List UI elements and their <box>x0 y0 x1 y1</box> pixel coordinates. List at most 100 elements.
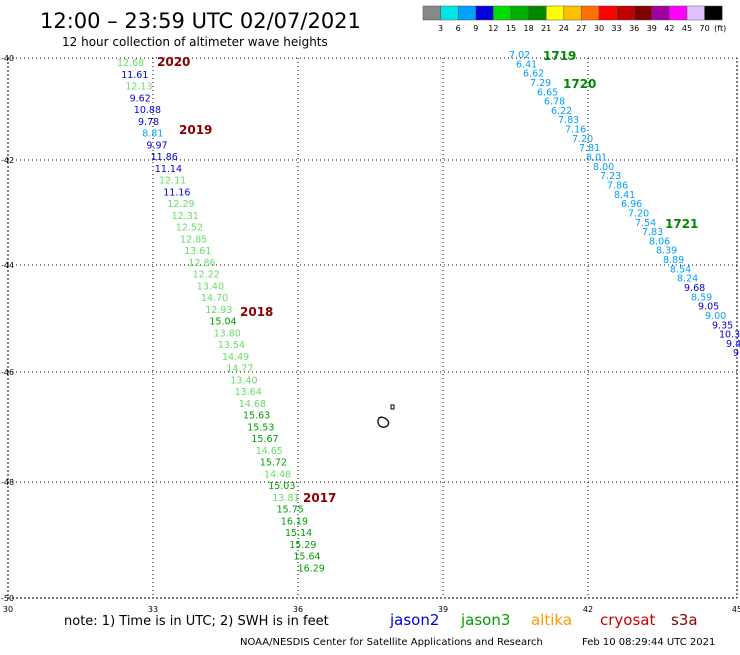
swh-value: 15.67 <box>251 434 278 445</box>
swh-value: 12.11 <box>159 176 186 187</box>
swh-value: 15.29 <box>289 540 316 551</box>
swh-value: 12.86 <box>188 258 215 269</box>
swh-value: 9 <box>733 348 739 359</box>
swh-value: 15.04 <box>209 317 236 328</box>
lat-label: -46 <box>1 368 14 377</box>
swh-value: 9.97 <box>146 140 167 151</box>
swh-value: 16.19 <box>281 516 308 527</box>
swh-value: 8.89 <box>663 255 684 266</box>
swh-value: 11.14 <box>155 164 182 175</box>
swh-value: 7.83 <box>558 115 579 126</box>
swh-value: 6.41 <box>516 59 537 70</box>
swh-value: 10.88 <box>134 105 161 116</box>
swh-value: 9.35 <box>712 320 733 331</box>
swh-value: 12.52 <box>176 223 203 234</box>
swh-value: 8.06 <box>649 236 670 247</box>
legend-swatch <box>440 5 459 21</box>
swh-value: 14.48 <box>264 469 291 480</box>
swh-value: 8.00 <box>593 162 614 173</box>
swh-value: 7.16 <box>565 125 586 136</box>
swh-value: 14.65 <box>256 446 283 457</box>
pass-label: 1721 <box>665 217 698 231</box>
swh-value: 6.62 <box>523 69 544 80</box>
lon-label: 39 <box>438 605 448 614</box>
island-shape <box>377 416 390 428</box>
lon-label: 30 <box>3 605 13 614</box>
swh-value: 9.62 <box>130 93 151 104</box>
lon-label: 36 <box>293 605 303 614</box>
lat-label: -40 <box>1 54 14 63</box>
pass-label: 1719 <box>543 49 576 63</box>
legend-swatch <box>528 5 547 21</box>
pass-label: 1720 <box>563 77 596 91</box>
legend-unit: (ft) <box>714 24 726 33</box>
swh-value: 15.63 <box>243 411 270 422</box>
plot-area: -40 -42 -44 -46 -48 -50 30 33 36 39 42 45 <box>1 54 740 614</box>
legend-tick-label: 45 <box>682 24 692 33</box>
legend-tick-label: 42 <box>664 24 674 33</box>
lon-label: 45 <box>732 605 740 614</box>
swh-value: 8.59 <box>691 292 712 303</box>
lat-label: -50 <box>1 594 14 603</box>
pass-labels: 2020 2019 2018 2017 1719 1720 1721 <box>157 49 698 505</box>
swh-value: 7.81 <box>579 143 600 154</box>
swh-value: 7.86 <box>607 180 628 191</box>
swh-value: 12.13 <box>125 82 152 93</box>
pass-label: 2020 <box>157 55 190 69</box>
swh-value: 8.81 <box>142 129 163 140</box>
swh-value: 6.65 <box>537 87 558 98</box>
swh-value: 8.54 <box>670 264 691 275</box>
legend-swatch <box>704 5 723 21</box>
legend-tick-label: 6 <box>456 24 461 33</box>
legend-tick-label: 70 <box>700 24 710 33</box>
legend-swatch <box>581 5 600 21</box>
legend-tick-label: 33 <box>612 24 622 33</box>
legend-tick-label: 12 <box>488 24 498 33</box>
swh-value: 6.22 <box>551 106 572 117</box>
swh-value: 7.23 <box>600 171 621 182</box>
legend-swatch <box>457 5 477 21</box>
swh-value: 8.39 <box>656 246 677 257</box>
legend-swatch <box>669 5 688 21</box>
island-outline <box>377 404 395 428</box>
swh-value: 15.03 <box>268 481 295 492</box>
islet-shape <box>390 404 395 410</box>
lat-label: -42 <box>1 156 14 165</box>
graticule <box>7 57 738 599</box>
swh-value: 11.61 <box>121 70 148 81</box>
satellite-name: altika <box>531 611 572 629</box>
legend-swatch <box>475 5 494 21</box>
swh-value: 8.01 <box>586 153 607 164</box>
swh-value: 7.29 <box>530 78 551 89</box>
swh-value: 7.54 <box>635 218 656 229</box>
swh-value: 7.02 <box>509 50 530 61</box>
legend-tick-label: 18 <box>524 24 534 33</box>
swh-value: 11.16 <box>163 187 190 198</box>
swh-value: 14.77 <box>226 364 253 375</box>
lon-label: 42 <box>583 605 593 614</box>
swh-value: 15.72 <box>260 458 287 469</box>
swh-value: 6.78 <box>544 97 565 108</box>
swh-value: 9.05 <box>698 302 719 313</box>
lat-label: -44 <box>1 261 14 270</box>
legend-swatch <box>493 5 512 21</box>
legend-swatch <box>686 5 705 21</box>
legend-tick-label: 30 <box>594 24 604 33</box>
swh-value: 9.00 <box>705 311 726 322</box>
legend-tick-label: 21 <box>541 24 551 33</box>
swh-value: 13.54 <box>218 340 245 351</box>
swh-value: 14.68 <box>239 399 266 410</box>
timestamp-text: Feb 10 08:29:44 UTC 2021 <box>582 637 715 648</box>
swh-value: 13.40 <box>197 281 224 292</box>
legend-tick-label: 27 <box>576 24 586 33</box>
swh-value: 9.4 <box>726 339 740 350</box>
swh-value: 6.96 <box>621 199 642 210</box>
pass-label: 2019 <box>179 123 212 137</box>
swh-value: 7.20 <box>628 208 649 219</box>
swh-value: 14.70 <box>201 293 228 304</box>
track-west: 12.6811.6112.139.6210.889.788.819.9711.8… <box>117 58 325 574</box>
swh-value: 7.20 <box>572 134 593 145</box>
swh-value: 13.40 <box>230 375 257 386</box>
legend-tick-label: 9 <box>473 24 478 33</box>
swh-value: 12.29 <box>167 199 194 210</box>
